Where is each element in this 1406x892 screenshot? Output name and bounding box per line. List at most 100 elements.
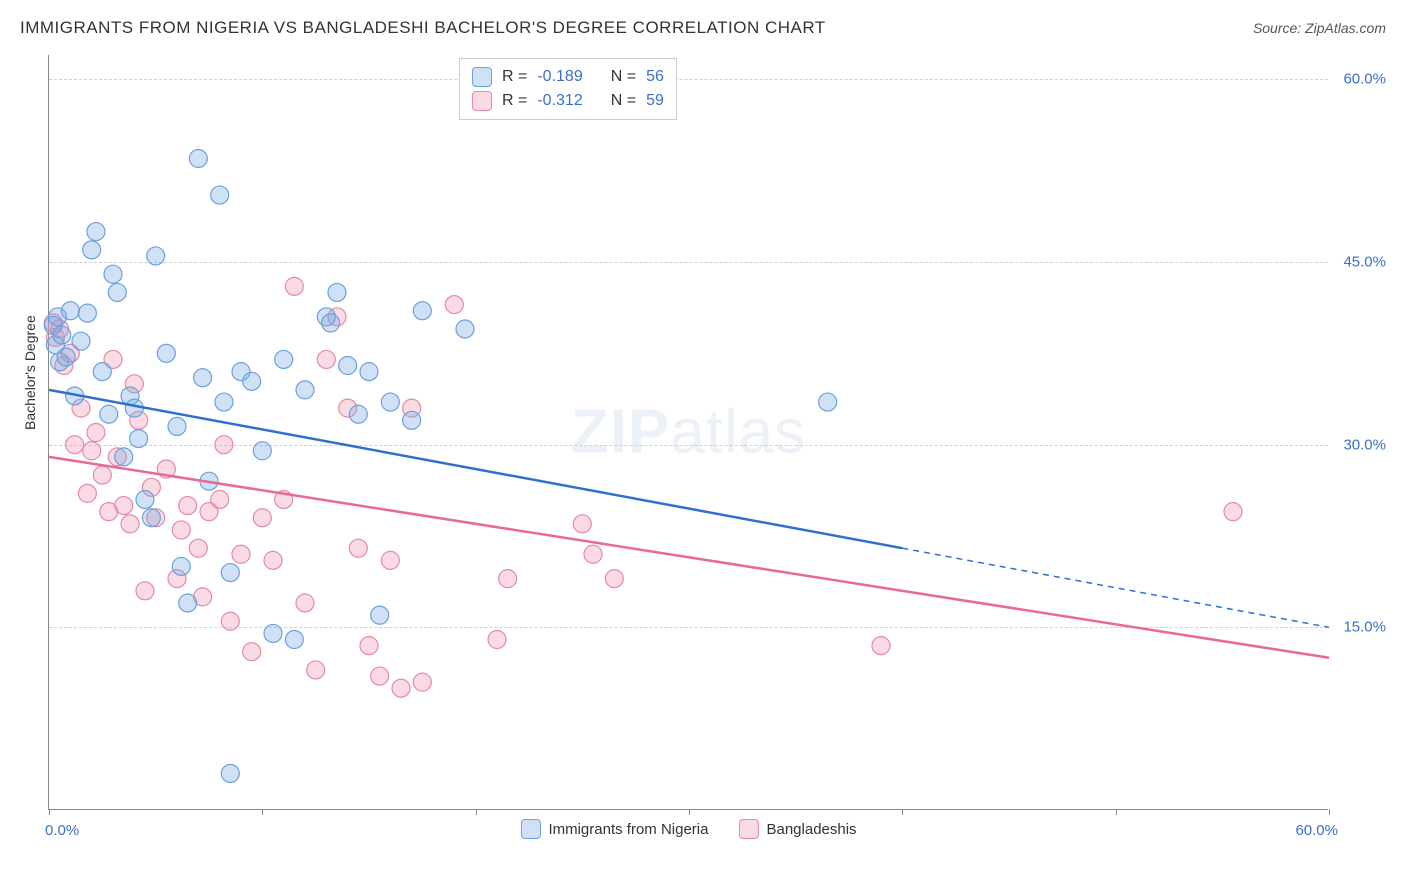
bottom-swatch-2 — [738, 819, 758, 839]
x-tick — [902, 809, 903, 815]
scatter-point — [371, 606, 389, 624]
scatter-point — [78, 484, 96, 502]
scatter-point — [360, 363, 378, 381]
legend-swatch-2 — [472, 91, 492, 111]
scatter-point — [78, 304, 96, 322]
scatter-point — [66, 436, 84, 454]
scatter-point — [172, 557, 190, 575]
scatter-point — [253, 509, 271, 527]
scatter-point — [307, 661, 325, 679]
scatter-point — [108, 283, 126, 301]
scatter-point — [872, 637, 890, 655]
x-tick — [689, 809, 690, 815]
scatter-point — [221, 764, 239, 782]
scatter-point — [172, 521, 190, 539]
scatter-point — [573, 515, 591, 533]
scatter-point — [392, 679, 410, 697]
scatter-point — [296, 594, 314, 612]
legend-row-1: R = -0.189 N = 56 — [472, 65, 664, 89]
scatter-point — [221, 612, 239, 630]
scatter-point — [87, 223, 105, 241]
x-tick — [1329, 809, 1330, 815]
scatter-point — [445, 296, 463, 314]
scatter-point — [211, 186, 229, 204]
legend-n-value-1: 56 — [646, 68, 664, 86]
bottom-legend-label-2: Bangladeshis — [766, 821, 856, 838]
scatter-point — [1224, 503, 1242, 521]
scatter-point — [371, 667, 389, 685]
x-tick — [1116, 809, 1117, 815]
legend-r-label-1: R = — [502, 68, 527, 86]
scatter-point — [243, 643, 261, 661]
legend-n-label-1: N = — [611, 68, 636, 86]
scatter-point — [157, 344, 175, 362]
scatter-point — [189, 539, 207, 557]
scatter-point — [61, 302, 79, 320]
scatter-point — [104, 265, 122, 283]
x-axis-left-label: 0.0% — [45, 822, 79, 839]
bottom-legend-label-1: Immigrants from Nigeria — [548, 821, 708, 838]
bottom-legend-item-2: Bangladeshis — [738, 819, 856, 839]
scatter-point — [100, 405, 118, 423]
scatter-point — [215, 393, 233, 411]
scatter-point — [360, 637, 378, 655]
scatter-point — [136, 490, 154, 508]
scatter-point — [275, 350, 293, 368]
scatter-point — [53, 326, 71, 344]
scatter-point — [413, 673, 431, 691]
scatter-point — [136, 582, 154, 600]
legend-n-value-2: 59 — [646, 92, 664, 110]
scatter-point — [179, 594, 197, 612]
scatter-point — [93, 466, 111, 484]
scatter-point — [72, 332, 90, 350]
legend-swatch-1 — [472, 67, 492, 87]
scatter-point — [285, 631, 303, 649]
source-label: Source: ZipAtlas.com — [1253, 20, 1386, 36]
scatter-point — [215, 436, 233, 454]
scatter-point — [168, 417, 186, 435]
scatter-point — [328, 283, 346, 301]
bottom-legend: Immigrants from Nigeria Bangladeshis — [520, 819, 856, 839]
chart-title: IMMIGRANTS FROM NIGERIA VS BANGLADESHI B… — [20, 18, 826, 38]
scatter-point — [121, 515, 139, 533]
x-tick — [49, 809, 50, 815]
y-tick-label: 30.0% — [1343, 436, 1386, 453]
scatter-point — [147, 247, 165, 265]
y-tick-label: 45.0% — [1343, 254, 1386, 271]
legend-n-label-2: N = — [611, 92, 636, 110]
scatter-point — [232, 545, 250, 563]
scatter-point — [381, 551, 399, 569]
scatter-point — [264, 551, 282, 569]
scatter-point — [130, 430, 148, 448]
scatter-point — [83, 442, 101, 460]
scatter-point — [317, 350, 335, 368]
x-axis-right-label: 60.0% — [1295, 822, 1338, 839]
scatter-point — [381, 393, 399, 411]
bottom-swatch-1 — [520, 819, 540, 839]
scatter-point — [584, 545, 602, 563]
y-tick-label: 60.0% — [1343, 71, 1386, 88]
scatter-point — [221, 564, 239, 582]
scatter-point — [211, 490, 229, 508]
legend-row-2: R = -0.312 N = 59 — [472, 89, 664, 113]
scatter-point — [296, 381, 314, 399]
scatter-point — [115, 448, 133, 466]
scatter-point — [194, 369, 212, 387]
source-prefix: Source: — [1253, 20, 1305, 36]
scatter-point — [349, 539, 367, 557]
x-tick — [476, 809, 477, 815]
scatter-point — [83, 241, 101, 259]
scatter-point — [285, 277, 303, 295]
correlation-legend: R = -0.189 N = 56 R = -0.312 N = 59 — [459, 58, 677, 120]
plot-area: ZIPatlas 15.0%30.0%45.0%60.0% R = -0.189… — [48, 55, 1328, 810]
scatter-point — [87, 424, 105, 442]
legend-r-label-2: R = — [502, 92, 527, 110]
scatter-point — [456, 320, 474, 338]
scatter-point — [403, 411, 421, 429]
scatter-point — [413, 302, 431, 320]
regression-line-extrapolated — [902, 548, 1329, 627]
scatter-point — [488, 631, 506, 649]
y-axis-title: Bachelor's Degree — [22, 315, 38, 430]
bottom-legend-item-1: Immigrants from Nigeria — [520, 819, 708, 839]
y-tick-label: 15.0% — [1343, 619, 1386, 636]
